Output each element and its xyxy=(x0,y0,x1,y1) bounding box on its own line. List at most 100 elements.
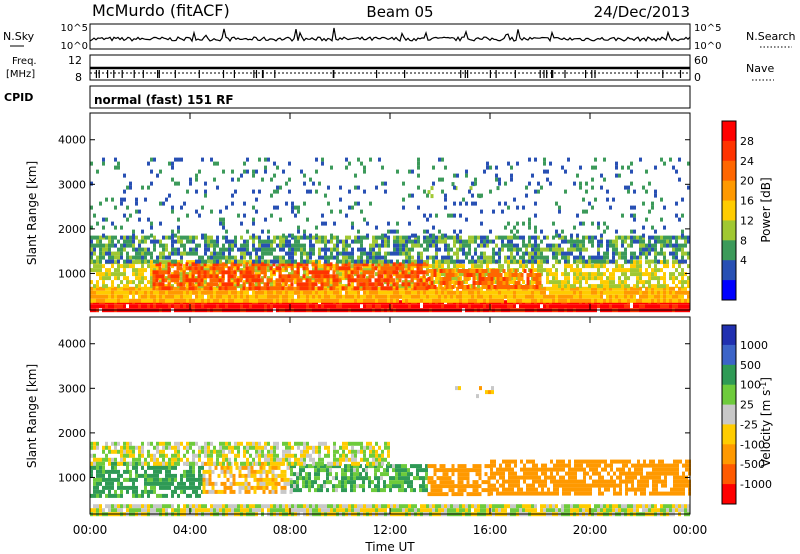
heatmap-cell xyxy=(570,243,573,248)
heatmap-cell xyxy=(347,274,351,279)
heatmap-cell xyxy=(291,298,294,303)
heatmap-cell xyxy=(141,251,144,256)
heatmap-cell xyxy=(672,260,675,265)
heatmap-cell xyxy=(183,268,186,273)
heatmap-cell xyxy=(312,294,315,299)
heatmap-cell xyxy=(210,239,213,244)
heatmap-cell xyxy=(534,255,537,260)
heatmap-cell xyxy=(195,290,198,295)
heatmap-cell xyxy=(132,268,135,273)
heatmap-cell xyxy=(242,270,246,275)
heatmap-cell xyxy=(597,259,600,264)
heatmap-cell xyxy=(228,290,231,295)
heatmap-cell xyxy=(393,235,396,240)
heatmap-cell xyxy=(507,221,510,226)
heatmap-cell xyxy=(636,260,639,265)
heatmap-cell xyxy=(360,259,363,264)
heatmap-cell xyxy=(591,185,594,190)
heatmap-cell xyxy=(687,161,690,166)
heatmap-cell xyxy=(609,286,612,291)
heatmap-cell xyxy=(423,260,426,265)
heatmap-cell xyxy=(525,294,528,299)
heatmap-cell xyxy=(546,298,549,303)
heatmap-cell xyxy=(579,272,582,277)
heatmap-cell xyxy=(167,274,171,279)
heatmap-cell xyxy=(612,284,615,289)
heatmap-cell xyxy=(162,260,165,265)
heatmap-cell xyxy=(312,181,315,186)
heatmap-cell xyxy=(525,290,528,295)
heatmap-cell xyxy=(357,201,360,206)
heatmap-cell xyxy=(645,189,648,194)
heatmap-cell xyxy=(222,508,225,513)
heatmap-cell xyxy=(333,298,336,303)
heatmap-cell xyxy=(426,239,429,244)
heatmap-cell xyxy=(469,186,473,191)
heatmap-cell xyxy=(600,294,603,299)
heatmap-cell xyxy=(501,508,504,513)
heatmap-cell xyxy=(450,304,453,309)
heatmap-cell xyxy=(333,255,336,260)
heatmap-cell xyxy=(384,255,387,260)
heatmap-cell xyxy=(351,251,354,256)
heatmap-cell xyxy=(537,304,540,309)
heatmap-cell xyxy=(606,304,609,309)
heatmap-cell xyxy=(233,286,237,291)
heatmap-cell xyxy=(457,277,461,281)
heatmap-cell xyxy=(483,504,486,509)
heatmap-cell xyxy=(453,264,456,269)
heatmap-cell xyxy=(555,243,558,248)
heatmap-cell xyxy=(354,298,357,303)
heatmap-cell xyxy=(300,304,303,309)
heatmap-cell xyxy=(192,235,195,240)
heatmap-cell xyxy=(156,304,159,309)
heatmap-cell xyxy=(642,201,645,206)
heatmap-cell xyxy=(504,300,507,305)
heatmap-cell xyxy=(162,304,165,309)
heatmap-cell xyxy=(439,269,443,273)
heatmap-cell xyxy=(281,278,285,283)
heatmap-cell xyxy=(144,504,147,509)
heatmap-cell xyxy=(141,290,144,295)
heatmap-cell xyxy=(186,508,189,513)
heatmap-cell xyxy=(486,504,489,509)
heatmap-cell xyxy=(486,304,489,309)
heatmap-cell xyxy=(654,251,657,256)
heatmap-cell xyxy=(144,294,147,299)
heatmap-cell xyxy=(264,259,267,264)
freq-dropout xyxy=(662,70,664,78)
heatmap-cell xyxy=(371,274,375,279)
heatmap-cell xyxy=(528,157,531,162)
heatmap-cell xyxy=(177,239,180,244)
heatmap-cell xyxy=(492,247,495,252)
heatmap-cell xyxy=(213,304,216,309)
heatmap-cell xyxy=(399,235,402,240)
heatmap-cell xyxy=(345,294,348,299)
heatmap-cell xyxy=(236,278,240,283)
heatmap-cell xyxy=(615,247,618,252)
heatmap-cell xyxy=(375,251,378,256)
heatmap-cell xyxy=(246,243,249,248)
heatmap-cell xyxy=(102,284,105,289)
heatmap-cell xyxy=(372,294,375,299)
heatmap-cell xyxy=(642,294,645,299)
heatmap-cell xyxy=(200,282,204,287)
heatmap-cell xyxy=(480,290,483,295)
heatmap-cell xyxy=(360,235,363,240)
heatmap-cell xyxy=(538,273,542,277)
heatmap-cell xyxy=(210,508,213,513)
heatmap-cell xyxy=(123,304,126,309)
heatmap-cell xyxy=(567,239,570,244)
heatmap-cell xyxy=(627,294,630,299)
heatmap-cell xyxy=(189,272,192,277)
heatmap-cell xyxy=(195,235,198,240)
heatmap-cell xyxy=(651,294,654,299)
heatmap-cell xyxy=(472,281,476,285)
heatmap-cell xyxy=(408,298,411,303)
heatmap-cell xyxy=(228,259,231,264)
heatmap-cell xyxy=(669,290,672,295)
heatmap-cell xyxy=(90,259,93,264)
heatmap-cell xyxy=(300,247,303,252)
freq-dropout xyxy=(262,70,264,78)
heatmap-cell xyxy=(441,259,444,264)
